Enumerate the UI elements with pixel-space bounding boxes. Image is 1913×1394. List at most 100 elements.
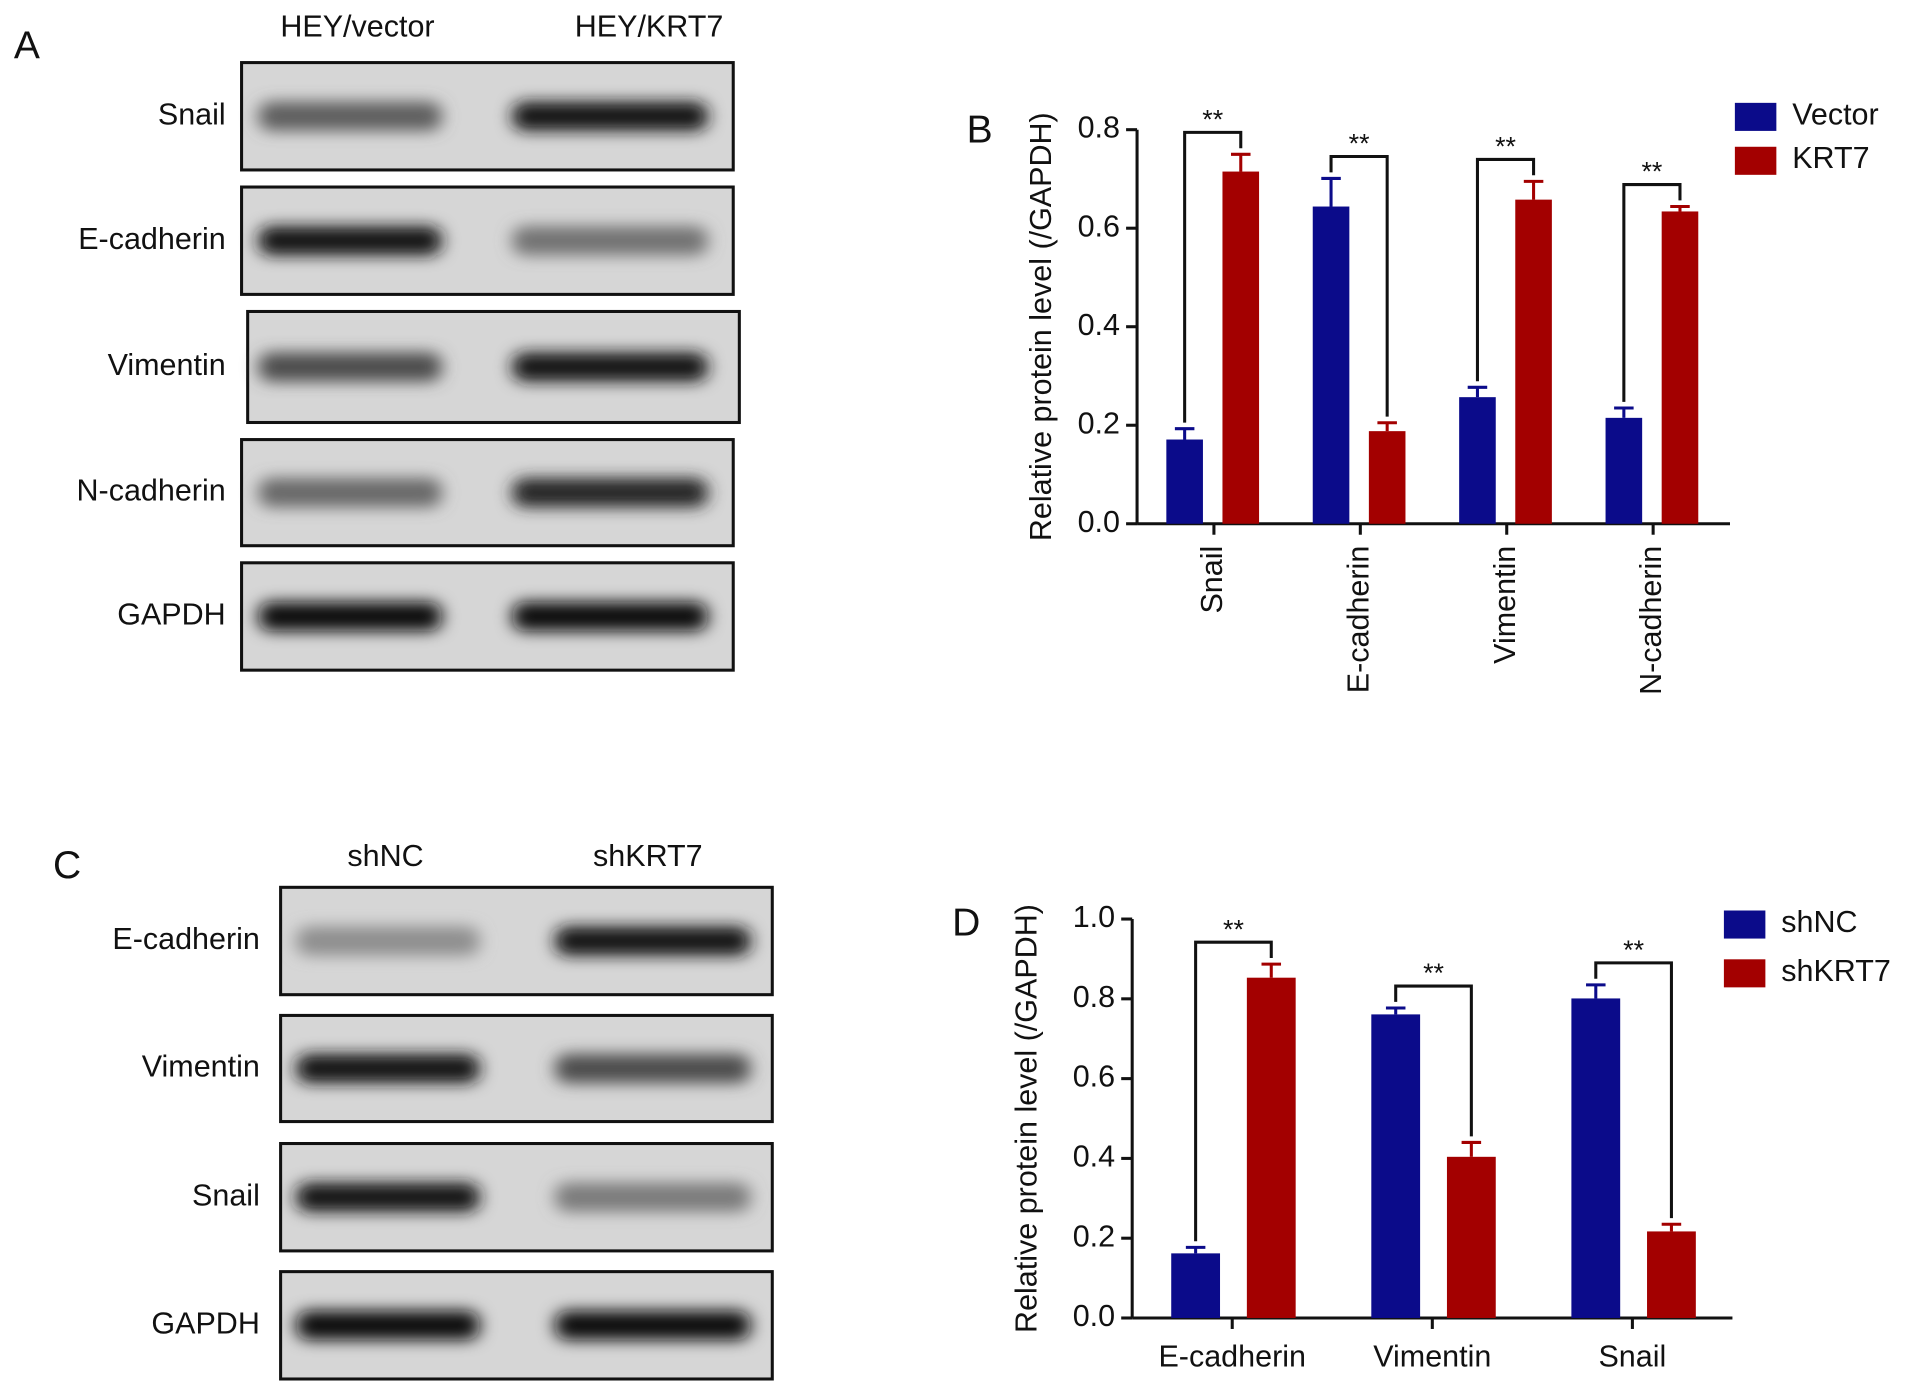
bar <box>1647 1231 1696 1318</box>
bar <box>1459 397 1496 524</box>
bar <box>1371 1014 1421 1318</box>
protein-label: GAPDH <box>117 598 225 632</box>
legend-label: shNC <box>1781 905 1857 939</box>
y-tick-label: 1.0 <box>1073 900 1115 934</box>
band <box>296 926 480 956</box>
significance-bracket <box>1329 154 1389 417</box>
y-tick-label: 0.2 <box>1078 406 1120 440</box>
error-bar <box>1231 152 1251 172</box>
protein-label: Snail <box>158 97 226 131</box>
lane-label: HEY/vector <box>280 9 434 43</box>
bar <box>1246 977 1296 1318</box>
panel-label: C <box>53 844 81 887</box>
protein-label: N-cadherin <box>77 474 226 508</box>
lane-label: shKRT7 <box>593 839 703 873</box>
band <box>512 101 708 131</box>
significance-label: ** <box>1202 104 1223 134</box>
bar <box>1312 206 1350 524</box>
error-bar <box>1261 962 1282 978</box>
legend-swatch <box>1723 910 1766 939</box>
error-bar <box>1614 406 1634 418</box>
significance-bracket <box>1475 157 1536 382</box>
significance-label: ** <box>1223 914 1244 944</box>
band <box>258 101 442 131</box>
legend-swatch <box>1734 146 1777 175</box>
x-tick-label: Snail <box>1598 1339 1666 1373</box>
y-tick-label: 0.4 <box>1078 308 1120 342</box>
protein-label: Vimentin <box>108 348 226 382</box>
band <box>296 1310 480 1340</box>
y-tick-label: 0.6 <box>1073 1060 1115 1094</box>
bar <box>1166 439 1203 524</box>
significance-bracket <box>1594 961 1673 1219</box>
band <box>512 352 708 382</box>
significance-bracket <box>1394 984 1473 1137</box>
legend-label: KRT7 <box>1792 141 1869 175</box>
bar <box>1571 998 1621 1318</box>
panel-label: A <box>14 24 40 67</box>
error-bar <box>1661 1222 1682 1232</box>
bar <box>1368 431 1406 524</box>
significance-bracket <box>1183 130 1243 423</box>
band <box>512 601 708 632</box>
y-tick-label: 0.4 <box>1073 1139 1115 1173</box>
y-axis-title: Relative protein level (/GAPDH) <box>1010 904 1044 1333</box>
y-tick-label: 0.2 <box>1073 1219 1115 1253</box>
protein-label: GAPDH <box>151 1306 259 1340</box>
band <box>555 926 751 956</box>
error-bar <box>1385 1006 1406 1015</box>
band <box>258 226 442 256</box>
y-axis-title: Relative protein level (/GAPDH) <box>1024 112 1058 541</box>
error-bar <box>1467 385 1488 398</box>
lane-label: HEY/KRT7 <box>575 9 724 43</box>
bar <box>1661 211 1699 524</box>
x-tick-label: E-cadherin <box>1158 1339 1306 1373</box>
x-tick-label: E-cadherin <box>1341 546 1375 693</box>
bar <box>1222 171 1260 524</box>
error-bar <box>1670 205 1690 212</box>
y-tick-label: 0.8 <box>1073 980 1115 1014</box>
y-tick-label: 0.6 <box>1078 209 1120 243</box>
bar <box>1171 1253 1221 1318</box>
band <box>296 1053 480 1084</box>
bar <box>1605 417 1643 524</box>
x-tick-label: Snail <box>1195 546 1229 614</box>
error-bar <box>1461 1140 1482 1157</box>
legend-label: Vector <box>1792 97 1878 131</box>
x-tick-label: Vimentin <box>1488 546 1522 664</box>
band <box>296 1182 480 1212</box>
significance-label: ** <box>1623 935 1644 965</box>
error-bar <box>1377 421 1397 432</box>
band <box>555 1053 751 1084</box>
error-bar <box>1523 179 1544 200</box>
band <box>512 226 708 256</box>
band <box>555 1310 751 1340</box>
protein-label: E-cadherin <box>78 222 226 256</box>
y-tick-label: 0.0 <box>1078 505 1120 539</box>
band <box>258 601 442 632</box>
significance-label: ** <box>1349 129 1370 159</box>
y-tick-label: 0.8 <box>1078 111 1120 145</box>
legend-label: shKRT7 <box>1781 954 1891 988</box>
panel-label: D <box>952 901 980 944</box>
protein-label: Vimentin <box>142 1050 260 1084</box>
significance-bracket <box>1622 183 1682 402</box>
legend-swatch <box>1723 959 1766 988</box>
band <box>258 478 442 508</box>
x-tick-label: Vimentin <box>1373 1339 1491 1373</box>
error-bar <box>1185 1245 1206 1254</box>
significance-label: ** <box>1423 958 1444 988</box>
significance-bracket <box>1194 940 1273 1242</box>
bar <box>1446 1156 1496 1318</box>
error-bar <box>1174 427 1195 440</box>
legend-swatch <box>1734 102 1777 131</box>
band <box>555 1182 751 1212</box>
protein-label: Snail <box>192 1178 260 1212</box>
significance-label: ** <box>1495 132 1516 162</box>
error-bar <box>1321 176 1341 207</box>
y-tick-label: 0.0 <box>1073 1299 1115 1333</box>
band <box>512 478 708 508</box>
significance-label: ** <box>1641 157 1662 187</box>
